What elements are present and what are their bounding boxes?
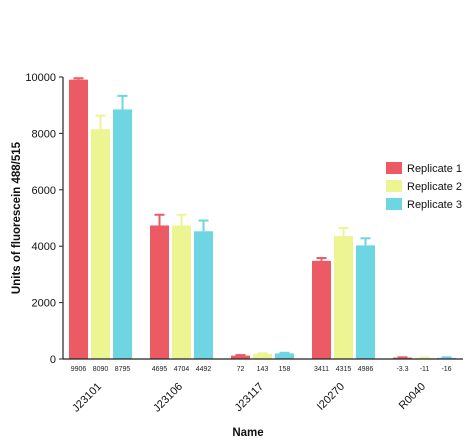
legend-swatch	[386, 162, 402, 174]
y-tick-label: 2000	[32, 298, 56, 310]
y-axis-title: Units of fluorescein 488/515	[11, 141, 23, 294]
bar	[231, 355, 250, 359]
data-label: -11	[420, 366, 430, 373]
bar	[334, 236, 353, 359]
legend: Replicate 1 Replicate 2 Replicate 3	[386, 162, 462, 211]
data-label: 4704	[174, 366, 190, 373]
legend-swatch	[386, 180, 402, 192]
y-ticks: 0 2000 4000 6000 8000 10000	[25, 72, 63, 366]
data-label: -16	[441, 366, 451, 373]
data-label: 8090	[93, 366, 109, 373]
category-label: I20270	[315, 381, 347, 413]
category-label: R0040	[397, 381, 428, 412]
y-tick-label: 0	[50, 354, 56, 366]
y-tick-label: 10000	[25, 72, 56, 84]
category-label: J23106	[151, 381, 185, 415]
category-label: J23117	[233, 381, 266, 414]
y-tick-label: 6000	[32, 185, 56, 197]
data-label: 4695	[152, 366, 168, 373]
data-label: 72	[237, 366, 245, 373]
value-labels: 9906 8090 8795 4695 4704 4492 72 143 158 3411 4315…	[71, 366, 452, 373]
data-label: -3.3	[396, 366, 408, 373]
y-tick-label: 8000	[32, 128, 56, 140]
legend-swatch	[386, 198, 402, 210]
bar	[356, 245, 375, 359]
data-label: 158	[279, 366, 291, 373]
x-axis-title: Name	[232, 427, 263, 439]
data-label: 3411	[314, 366, 329, 373]
bar	[69, 79, 88, 359]
data-label: 8795	[115, 366, 131, 373]
bars	[69, 79, 456, 360]
bar	[113, 109, 132, 360]
bar	[275, 353, 294, 359]
y-tick-label: 4000	[32, 241, 56, 253]
bar	[253, 353, 272, 359]
legend-label: Replicate 3	[407, 199, 462, 211]
data-label: 4986	[358, 366, 374, 373]
data-label: 4315	[336, 366, 352, 373]
bar	[150, 225, 169, 359]
data-label: 143	[257, 366, 269, 373]
bar	[312, 260, 331, 359]
legend-label: Replicate 2	[407, 181, 462, 193]
data-label: 9906	[71, 366, 87, 373]
axes	[62, 77, 463, 360]
error-bars	[73, 77, 452, 359]
legend-label: Replicate 1	[407, 163, 462, 175]
data-label: 4492	[196, 366, 212, 373]
bar	[91, 129, 110, 359]
category-label: J23101	[70, 381, 104, 415]
category-labels: J23101 J23106 J23117 I20270 R0040	[70, 381, 428, 415]
bar	[194, 231, 213, 359]
bar	[172, 225, 191, 359]
